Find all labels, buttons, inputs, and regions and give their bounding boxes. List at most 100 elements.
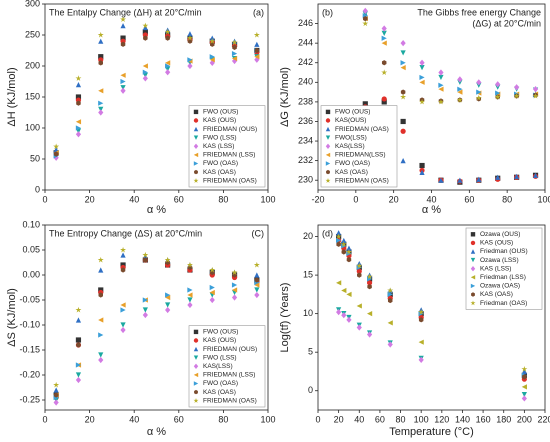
y-axis-label: ΔS (KJ/mol) xyxy=(6,288,18,347)
point xyxy=(532,172,539,178)
plot-frame xyxy=(44,224,269,411)
point xyxy=(75,337,82,343)
point xyxy=(418,339,424,345)
point xyxy=(186,261,193,268)
legend-label: FWO (OUS) xyxy=(335,109,370,116)
y-tick-label: 20 xyxy=(303,231,313,241)
point xyxy=(142,251,149,258)
legend-marker xyxy=(470,249,476,254)
legend-label: KAS(LSS) xyxy=(203,363,233,370)
y-tick-label: -0.05 xyxy=(19,294,40,304)
series xyxy=(362,20,539,105)
point xyxy=(98,356,104,364)
point xyxy=(400,93,407,100)
point xyxy=(187,31,193,37)
point xyxy=(53,392,59,398)
legend-label: KAS (OUS) xyxy=(203,337,236,344)
point xyxy=(438,86,444,92)
point xyxy=(254,47,260,54)
point xyxy=(120,302,126,308)
point xyxy=(400,50,406,56)
point xyxy=(143,257,148,263)
legend-box xyxy=(188,105,266,188)
point xyxy=(209,296,215,304)
point xyxy=(419,59,425,66)
point xyxy=(400,118,406,125)
series xyxy=(53,16,260,150)
point xyxy=(521,366,528,372)
legend-label: FRIEDMAN (OAS) xyxy=(335,177,389,184)
point xyxy=(366,331,373,338)
x-tick-label: 40 xyxy=(426,194,436,204)
point xyxy=(75,82,82,88)
point xyxy=(142,311,148,319)
point xyxy=(76,342,81,348)
legend-label: FRIEDMAN (OAS) xyxy=(203,177,257,184)
legend-marker xyxy=(326,169,330,175)
x-tick-label: 140 xyxy=(455,414,470,424)
y-tick-label: 244 xyxy=(298,38,313,48)
legend-label: FRIEDMAN(LSS) xyxy=(335,152,386,159)
point xyxy=(419,169,425,175)
panel-label: (a) xyxy=(253,7,264,17)
point xyxy=(120,16,127,23)
point xyxy=(400,40,406,47)
point xyxy=(98,292,104,298)
legend-label: KAS(OUS) xyxy=(335,117,366,124)
point xyxy=(75,125,82,131)
legend-marker xyxy=(325,143,331,149)
legend-label: FRIEDMAN (LSS) xyxy=(203,372,255,379)
point xyxy=(165,63,171,69)
point xyxy=(346,291,352,297)
point xyxy=(419,65,425,71)
x-axis-label: α % xyxy=(147,426,166,438)
series xyxy=(362,11,539,183)
legend-label: FWO (LSS) xyxy=(203,354,237,361)
point xyxy=(53,381,60,388)
legend-marker xyxy=(193,355,199,360)
point xyxy=(98,100,104,106)
point xyxy=(476,176,482,182)
point xyxy=(231,51,238,57)
panel: 0 20 40 60 80 100 -0.25 -0.20 -0.15 -0.10 -0.05 0.0… xyxy=(6,219,276,438)
point xyxy=(514,173,520,179)
panel-label: (b) xyxy=(322,7,333,17)
y-tick-label: 246 xyxy=(298,18,313,28)
x-tick-label: 220 xyxy=(537,414,550,424)
x-tick-label: 80 xyxy=(396,414,406,424)
point xyxy=(98,332,104,338)
point xyxy=(387,287,394,294)
point xyxy=(120,307,126,313)
point xyxy=(335,233,342,240)
y-tick-label: 240 xyxy=(298,77,313,87)
series xyxy=(363,16,538,104)
point xyxy=(253,261,260,268)
legend-marker xyxy=(193,152,199,158)
point xyxy=(521,395,527,402)
point xyxy=(231,294,238,301)
series xyxy=(336,241,527,380)
legend-label: FWO (OAS) xyxy=(203,160,238,167)
point xyxy=(165,35,170,41)
point xyxy=(209,289,215,296)
point xyxy=(514,84,520,91)
legend-marker xyxy=(193,109,199,115)
legend-label: FWO(LSS) xyxy=(335,134,367,141)
point xyxy=(75,306,82,313)
point xyxy=(254,56,260,63)
legend: FWO (OUS)KAS (OUS) FRIEDMAN (OUS)FWO (LSS… xyxy=(188,325,266,408)
legend-label: KAS (LSS) xyxy=(203,143,234,150)
legend: FWO (OUS)KAS(OUS)FRIEDMAN (OAS)FWO(LSS)K… xyxy=(320,105,398,188)
point xyxy=(418,311,424,317)
legend-box xyxy=(465,227,543,310)
legend-box xyxy=(188,325,266,408)
point xyxy=(120,267,126,273)
point xyxy=(438,74,444,81)
point xyxy=(187,287,193,293)
point xyxy=(495,90,501,96)
panel: 0 20 40 60 80 100 0 50 100 150 200 250 300 α % ΔH (KJ/… xyxy=(6,0,276,216)
point xyxy=(142,69,148,75)
y-tick-label: 15 xyxy=(303,269,313,279)
legend-label: Ozawa (LSS) xyxy=(480,257,519,264)
